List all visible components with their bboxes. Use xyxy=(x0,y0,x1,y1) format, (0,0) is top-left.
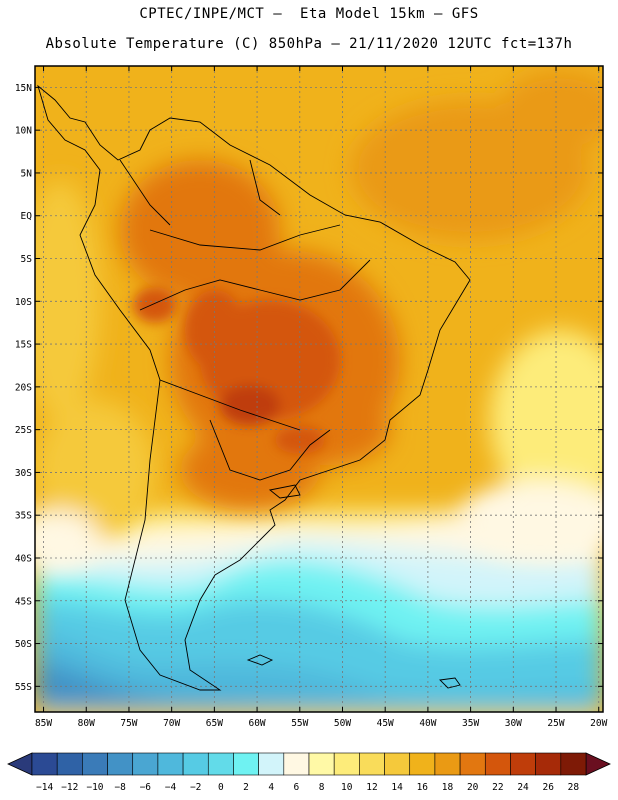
lat-tick-label: 20S xyxy=(15,382,32,393)
colorbar-swatch xyxy=(535,752,562,776)
colorbar-label: −6 xyxy=(140,782,152,793)
colorbar-swatch xyxy=(560,752,587,776)
colorbar-swatch xyxy=(258,752,285,776)
colorbar-swatch xyxy=(82,752,108,776)
colorbar-label: −10 xyxy=(86,782,103,793)
temperature-colorbar xyxy=(7,752,611,776)
lon-tick-label: 60W xyxy=(248,718,265,729)
lat-tick-label: 45S xyxy=(15,596,32,607)
lon-tick-label: 85W xyxy=(35,718,52,729)
colorbar-label: 12 xyxy=(366,782,377,793)
lat-tick-label: 50S xyxy=(15,639,32,650)
colorbar-swatch xyxy=(510,752,536,776)
lon-tick-label: 25W xyxy=(547,718,564,729)
lat-tick-label: EQ xyxy=(21,211,33,222)
colorbar-label: 6 xyxy=(294,782,300,793)
colorbar-swatch xyxy=(359,752,385,776)
colorbar-label: −14 xyxy=(36,782,53,793)
colorbar-swatch xyxy=(233,752,259,776)
longitude-axis: 85W 80W 75W 70W 65W 60W 55W 50W 45W 40W 35W 30W 25W 2… xyxy=(35,66,608,729)
colorbar-swatch xyxy=(182,752,209,776)
colorbar-label: 22 xyxy=(492,782,503,793)
lat-tick-label: 15S xyxy=(15,340,32,351)
colorbar-label: 16 xyxy=(417,782,429,793)
lat-tick-label: 10S xyxy=(15,297,32,308)
colorbar-label: 8 xyxy=(319,782,325,793)
lat-tick-label: 5S xyxy=(21,254,33,265)
colorbar-label: −12 xyxy=(61,782,78,793)
lat-tick-label: 40S xyxy=(15,553,32,564)
colorbar-label: 28 xyxy=(568,782,580,793)
colorbar-label: 0 xyxy=(218,782,224,793)
lon-tick-label: 45W xyxy=(377,718,394,729)
colorbar-label: −8 xyxy=(114,782,126,793)
colorbar-swatch xyxy=(56,752,83,776)
chart-title-line2: Absolute Temperature (C) 850hPa – 21/11/… xyxy=(45,36,573,52)
latitude-axis: 15N 10N 5N EQ 5S 10S 15S 20S 25S 30S 35S 40S 45S 50S 5… xyxy=(15,83,603,693)
lat-tick-label: 10N xyxy=(15,126,32,137)
lon-tick-label: 80W xyxy=(78,718,95,729)
colorbar-swatch xyxy=(132,752,159,776)
colorbar-swatch xyxy=(107,752,134,776)
colorbar-underflow-arrow xyxy=(7,752,33,776)
lon-tick-label: 65W xyxy=(206,718,223,729)
colorbar-label: 18 xyxy=(442,782,454,793)
colorbar-swatch xyxy=(283,752,310,776)
colorbar-swatch xyxy=(434,752,461,776)
lon-tick-label: 35W xyxy=(462,718,479,729)
lat-tick-label: 15N xyxy=(15,83,32,94)
colorbar-label: −2 xyxy=(190,782,201,793)
colorbar-swatch xyxy=(157,752,184,776)
temperature-field xyxy=(35,66,603,712)
colorbar-swatch xyxy=(384,752,411,776)
colorbar-label: 20 xyxy=(467,782,479,793)
lat-tick-label: 55S xyxy=(15,682,32,693)
lon-tick-label: 30W xyxy=(505,718,522,729)
colorbar-overflow-arrow xyxy=(585,752,611,776)
lon-tick-label: 50W xyxy=(334,718,351,729)
lat-tick-label: 5N xyxy=(21,168,33,179)
lon-tick-label: 75W xyxy=(120,718,137,729)
colorbar-label: 26 xyxy=(543,782,555,793)
colorbar-swatch xyxy=(31,752,58,776)
lon-tick-label: 40W xyxy=(419,718,436,729)
colorbar-swatch xyxy=(308,752,335,776)
lon-tick-label: 20W xyxy=(590,718,607,729)
colorbar-label: 24 xyxy=(517,782,529,793)
lat-tick-label: 35S xyxy=(15,511,32,522)
plot-frame xyxy=(34,65,604,713)
colorbar-swatch xyxy=(484,752,511,776)
colorbar-labels: −14 −12 −10 −8 −6 −4 −2 0 2 4 6 8 10 12 14 16 18 20 22 24 26… xyxy=(36,782,579,793)
colorbar-label: 2 xyxy=(243,782,249,793)
colorbar-swatch xyxy=(459,752,486,776)
lat-tick-label: 30S xyxy=(15,468,32,479)
colorbar-label: −4 xyxy=(165,782,177,793)
chart-title-line1: CPTEC/INPE/MCT – Eta Model 15km – GFS xyxy=(139,6,479,22)
colorbar-swatch xyxy=(333,752,360,776)
coastlines xyxy=(37,84,471,691)
colorbar-label: 14 xyxy=(391,782,403,793)
lon-tick-label: 55W xyxy=(291,718,308,729)
lon-tick-label: 70W xyxy=(163,718,180,729)
colorbar-swatch xyxy=(409,752,436,776)
lat-tick-label: 25S xyxy=(15,425,32,436)
colorbar-label: 4 xyxy=(268,782,274,793)
colorbar-label: 10 xyxy=(341,782,353,793)
colorbar-swatch xyxy=(207,752,234,776)
